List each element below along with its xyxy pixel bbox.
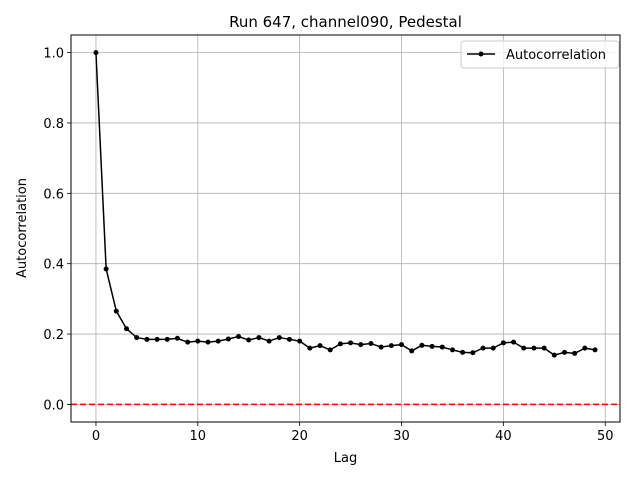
data-point bbox=[388, 343, 394, 349]
data-point bbox=[103, 266, 109, 272]
y-axis-ticks: 0.0 0.2 0.4 0.6 0.8 1.0 bbox=[43, 47, 71, 413]
grid bbox=[71, 35, 620, 422]
data-point bbox=[164, 336, 170, 342]
data-point bbox=[490, 345, 496, 351]
data-point bbox=[592, 347, 598, 353]
legend: Autocorrelation bbox=[460, 40, 620, 69]
data-point bbox=[531, 345, 537, 351]
data-point bbox=[327, 347, 333, 353]
data-point bbox=[521, 345, 527, 351]
data-point bbox=[236, 334, 242, 340]
data-point bbox=[449, 347, 455, 353]
x-tick-label: 20 bbox=[291, 429, 308, 444]
data-point bbox=[429, 343, 435, 349]
x-axis-label: Lag bbox=[334, 451, 357, 466]
data-point bbox=[225, 336, 231, 342]
x-tick-label: 40 bbox=[495, 429, 512, 444]
data-point bbox=[276, 335, 282, 341]
data-point bbox=[337, 341, 343, 347]
legend-label: Autocorrelation bbox=[506, 48, 606, 63]
x-axis-ticks: 0 10 20 30 40 50 bbox=[92, 422, 614, 444]
data-point bbox=[174, 335, 180, 341]
y-tick-label: 0.8 bbox=[43, 117, 64, 132]
data-point bbox=[266, 338, 272, 344]
data-point bbox=[286, 336, 292, 342]
data-point bbox=[246, 337, 252, 343]
data-point bbox=[582, 345, 588, 351]
data-point bbox=[124, 326, 130, 332]
data-point bbox=[409, 348, 415, 354]
data-point bbox=[500, 340, 506, 346]
y-tick-label: 0.4 bbox=[43, 258, 64, 273]
legend-marker-sample bbox=[478, 51, 484, 57]
data-point bbox=[307, 345, 313, 351]
x-tick-label: 10 bbox=[190, 429, 207, 444]
data-point bbox=[113, 308, 119, 314]
data-point bbox=[551, 352, 557, 358]
y-tick-label: 0.0 bbox=[43, 398, 64, 413]
x-tick-label: 50 bbox=[597, 429, 614, 444]
data-point bbox=[480, 345, 486, 351]
data-point bbox=[256, 335, 262, 341]
data-point bbox=[419, 342, 425, 348]
series-group bbox=[93, 50, 598, 358]
data-point bbox=[317, 343, 323, 349]
chart-title: Run 647, channel090, Pedestal bbox=[229, 13, 462, 31]
legend-box bbox=[460, 40, 620, 69]
y-tick-label: 0.2 bbox=[43, 328, 64, 343]
data-point bbox=[378, 344, 384, 350]
data-point bbox=[511, 339, 517, 345]
data-point bbox=[93, 50, 99, 56]
x-tick-label: 0 bbox=[92, 429, 100, 444]
data-point bbox=[144, 336, 150, 342]
data-point bbox=[399, 342, 405, 348]
x-tick-label: 30 bbox=[393, 429, 410, 444]
plot-frame bbox=[70, 34, 621, 423]
data-point bbox=[470, 350, 476, 356]
data-point bbox=[205, 339, 211, 345]
data-point bbox=[297, 338, 303, 344]
data-point bbox=[215, 338, 221, 344]
data-point bbox=[154, 336, 160, 342]
data-point bbox=[185, 339, 191, 345]
data-point bbox=[572, 350, 578, 356]
data-point bbox=[541, 345, 547, 351]
y-axis-label: Autocorrelation bbox=[15, 178, 30, 278]
data-point bbox=[460, 349, 466, 355]
data-point bbox=[348, 340, 354, 346]
data-point bbox=[195, 338, 201, 344]
data-point bbox=[439, 344, 445, 350]
y-tick-label: 0.6 bbox=[43, 187, 64, 202]
y-tick-label: 1.0 bbox=[43, 47, 64, 62]
data-point bbox=[358, 342, 364, 348]
data-point bbox=[134, 335, 140, 341]
data-point bbox=[561, 349, 567, 355]
data-point bbox=[368, 341, 374, 347]
